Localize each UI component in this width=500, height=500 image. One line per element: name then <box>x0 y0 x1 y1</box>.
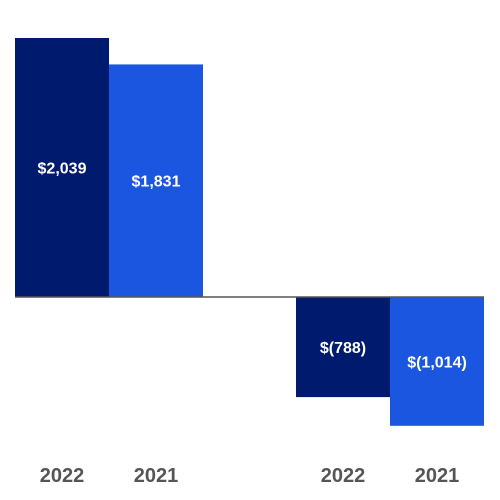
category-labels-layer: 2022 2021 2022 2021 <box>40 465 460 487</box>
category-label: 2021 <box>415 465 460 487</box>
bar-3 <box>296 297 390 398</box>
bar-4 <box>390 297 484 426</box>
bar-value-label: $(788) <box>320 340 366 357</box>
bars-layer <box>15 38 484 426</box>
bar-value-label: $1,831 <box>132 174 181 191</box>
category-label: 2021 <box>134 465 179 487</box>
bar-labels-layer: $2,039 $1,831 $(788) $(1,014) <box>38 161 467 372</box>
bar-value-label: $2,039 <box>38 161 87 178</box>
category-label: 2022 <box>40 465 85 487</box>
bar-2 <box>109 64 203 297</box>
bar-value-label: $(1,014) <box>407 354 467 371</box>
category-label: 2022 <box>321 465 366 487</box>
bar-1 <box>15 38 109 297</box>
